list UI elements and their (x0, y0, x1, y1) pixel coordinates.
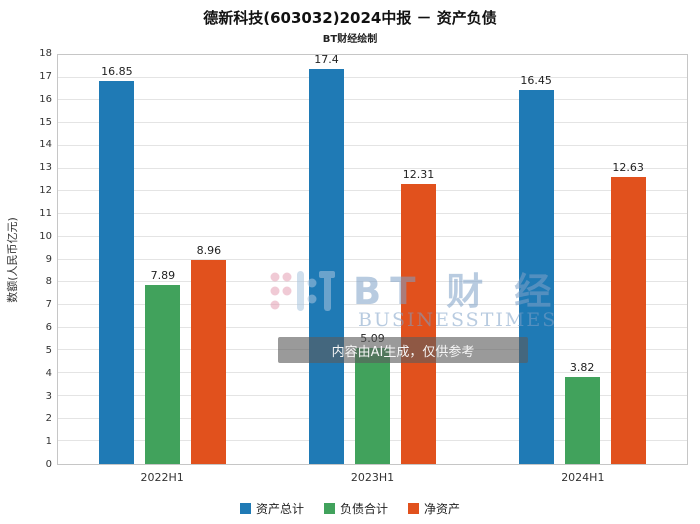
y-tick-label: 10 (39, 230, 52, 242)
bar: 12.63 (610, 161, 646, 464)
bar: 8.96 (191, 244, 227, 464)
plot-area: 16.85 7.89 8.96 17.4 5.09 12.31 16.45 3.82 12.63… (57, 53, 688, 465)
legend-swatch (408, 503, 419, 514)
legend-label: 负债合计 (339, 502, 388, 516)
chart-subtitle: BT财经绘制 (322, 34, 378, 45)
y-tick-label: 16 (39, 93, 52, 105)
y-tick-label: 5 (45, 344, 52, 356)
y-tick-label: 1 (45, 436, 52, 448)
gridline (58, 213, 687, 215)
gridline (58, 326, 687, 328)
x-axis-labels: 2022H1 2023H1 2024H1 (57, 471, 688, 484)
bar-group-2023H1: 17.4 5.09 12.31 (268, 53, 478, 464)
y-tick-label: 2 (45, 413, 52, 425)
legend: 资产总计 负债合计 净资产 (0, 500, 700, 517)
gridline (58, 235, 687, 237)
bar-value-label: 12.31 (402, 168, 435, 182)
bar: 5.09 (355, 332, 390, 464)
bar-value-label: 12.63 (612, 161, 644, 175)
bar-group-2024H1: 16.45 3.82 12.63 (477, 55, 687, 464)
y-tick-label: 12 (39, 185, 52, 197)
legend-label: 资产总计 (255, 502, 304, 516)
chart-title: 德新科技(603032)2024中报 － 资产负债 (203, 9, 497, 27)
bar: 17.4 (309, 53, 344, 464)
x-tick-label: 2023H1 (350, 471, 395, 484)
gridline (58, 144, 687, 146)
gridline (58, 190, 687, 192)
bar-value-label: 8.96 (196, 244, 222, 258)
y-tick-label: 7 (45, 299, 52, 311)
legend-swatch (239, 503, 251, 514)
bar-value-label: 3.82 (569, 361, 595, 375)
bar-value-label: 17.4 (314, 52, 339, 66)
y-tick-label: 15 (39, 116, 52, 128)
y-axis-label: 数额(人民币亿元) (6, 216, 19, 303)
bar: 7.89 (145, 269, 181, 464)
bar-value-label: 16.85 (101, 65, 133, 79)
y-tick-label: 17 (39, 70, 52, 82)
y-tick-label: 18 (39, 48, 52, 59)
gridline (58, 281, 687, 283)
gridline (58, 167, 687, 169)
bar-value-label: 5.09 (360, 332, 385, 346)
y-tick-label: 13 (39, 162, 52, 174)
gridline (58, 122, 687, 124)
y-tick-label: 11 (39, 207, 52, 219)
legend-label: 净资产 (424, 502, 461, 516)
y-tick-label: 9 (45, 253, 52, 265)
legend-swatch (323, 503, 335, 514)
legend-item: 净资产 (408, 500, 460, 517)
gridline (58, 303, 687, 305)
legend-item: 负债合计 (323, 500, 388, 517)
gridline (58, 76, 687, 78)
bar-value-label: 7.89 (150, 268, 176, 282)
y-tick-label: 4 (45, 367, 52, 379)
bar-series-container: 16.85 7.89 8.96 17.4 5.09 12.31 16.45 3.82 12.63 (58, 53, 687, 464)
gridline (58, 99, 687, 101)
y-axis-ticks: 0 1 2 3 4 5 6 7 8 9 10 11 12 13 14 15 16 17 18 (30, 49, 52, 470)
bar: 3.82 (564, 361, 600, 464)
y-tick-label: 0 (45, 459, 52, 470)
bar-value-label: 16.45 (520, 74, 552, 88)
bar-group-2022H1: 16.85 7.89 8.96 (58, 55, 268, 464)
bar: 16.85 (99, 65, 135, 464)
y-tick-label: 14 (39, 139, 52, 151)
bar: 16.45 (518, 74, 554, 464)
y-tick-label: 6 (45, 322, 52, 334)
x-tick-label: 2022H1 (140, 471, 184, 484)
legend-item: 资产总计 (239, 500, 304, 517)
x-tick-label: 2024H1 (561, 471, 605, 484)
y-tick-label: 8 (45, 276, 52, 288)
y-tick-label: 3 (45, 390, 52, 402)
bar: 12.31 (401, 168, 436, 464)
gridline (58, 258, 687, 260)
